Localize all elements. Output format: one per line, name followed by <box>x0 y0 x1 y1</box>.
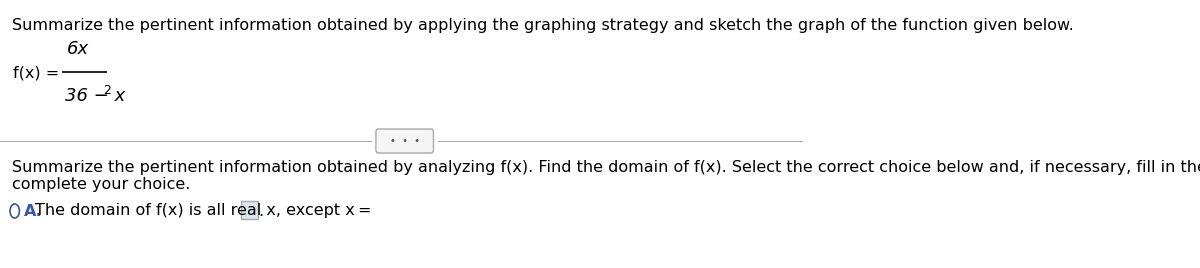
FancyBboxPatch shape <box>241 201 258 219</box>
Text: complete your choice.: complete your choice. <box>12 177 191 192</box>
Text: 36 − x: 36 − x <box>65 87 125 105</box>
FancyBboxPatch shape <box>376 129 433 153</box>
Text: f(x) =: f(x) = <box>13 65 60 80</box>
Text: Summarize the pertinent information obtained by analyzing f(x). Find the domain : Summarize the pertinent information obta… <box>12 160 1200 175</box>
Text: The domain of f(x) is all real x, except x =: The domain of f(x) is all real x, except… <box>35 203 371 218</box>
Text: •  •  •: • • • <box>390 136 420 146</box>
Text: A.: A. <box>24 203 43 218</box>
Text: .: . <box>258 203 263 218</box>
Text: 6x: 6x <box>67 40 89 58</box>
Text: Summarize the pertinent information obtained by applying the graphing strategy a: Summarize the pertinent information obta… <box>12 18 1074 33</box>
Text: 2: 2 <box>103 84 110 97</box>
